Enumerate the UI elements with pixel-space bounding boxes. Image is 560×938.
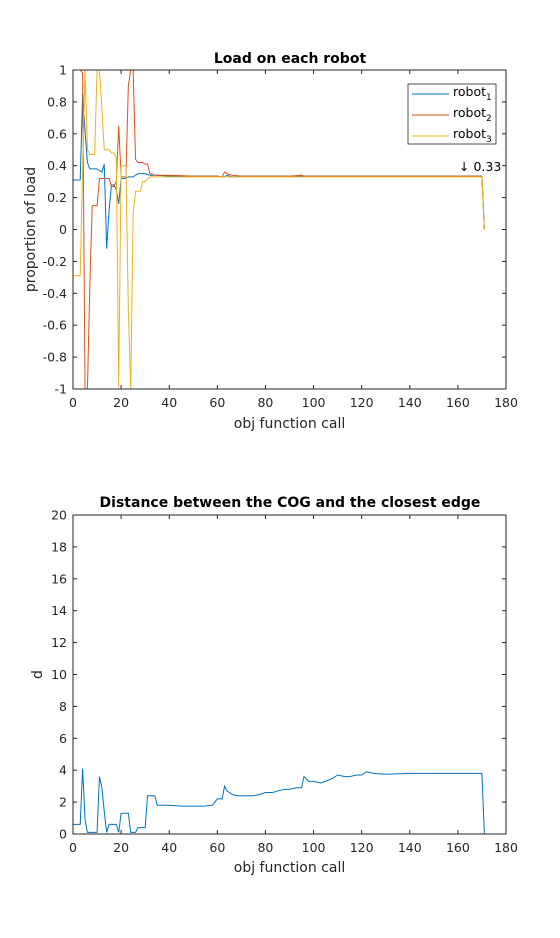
distance-chart-xlabel: obj function call (234, 860, 346, 876)
y-tick-label: 8 (59, 699, 67, 714)
x-tick-label: 0 (69, 840, 77, 855)
load-chart-ylabel: proportion of load (23, 167, 39, 292)
y-tick-label: -0.6 (43, 318, 67, 333)
x-tick-label: 20 (113, 840, 129, 855)
y-tick-label: 16 (51, 571, 67, 586)
x-tick-label: 80 (257, 840, 273, 855)
load-chart-title: Load on each robot (214, 51, 367, 67)
load-chart-xlabel: obj function call (234, 416, 346, 432)
legend-label-1: robot1 (453, 84, 492, 103)
x-tick-label: 120 (350, 395, 374, 410)
load-annotation: ↓ 0.33 (459, 159, 501, 174)
x-tick-label: 0 (69, 395, 77, 410)
y-tick-label: 14 (51, 603, 67, 618)
x-tick-label: 100 (302, 840, 326, 855)
y-tick-label: 1 (59, 63, 67, 78)
x-tick-label: 140 (398, 840, 422, 855)
y-tick-label: 2 (59, 795, 67, 810)
y-tick-label: 20 (51, 508, 67, 523)
series-line-1-2 (73, 70, 485, 389)
x-tick-label: 100 (302, 395, 326, 410)
distance-chart-ylabel: d (30, 670, 46, 679)
y-tick-label: -0.2 (43, 254, 67, 269)
series-line-2-1 (73, 768, 485, 834)
x-tick-label: 180 (494, 840, 518, 855)
x-tick-label: 120 (350, 840, 374, 855)
y-tick-label: 0 (59, 222, 67, 237)
y-tick-label: 0.2 (47, 190, 67, 205)
x-tick-label: 160 (446, 395, 470, 410)
x-tick-label: 40 (161, 840, 177, 855)
y-tick-label: 4 (59, 763, 67, 778)
distance-chart: Distance between the COG and the closest… (30, 495, 518, 876)
y-tick-label: -0.8 (43, 350, 67, 365)
y-tick-label: 0 (59, 827, 67, 842)
x-tick-label: 140 (398, 395, 422, 410)
x-tick-label: 60 (209, 840, 225, 855)
x-tick-label: 20 (113, 395, 129, 410)
series-line-1-3 (73, 70, 485, 389)
y-tick-label: -0.4 (43, 286, 67, 301)
x-tick-label: 60 (209, 395, 225, 410)
load-chart: Load on each robot 0 20 40 60 80 100 120 140 160… (23, 51, 518, 432)
distance-chart-axes-box (72, 514, 507, 835)
y-tick-label: 10 (51, 667, 67, 682)
x-tick-label: 40 (161, 395, 177, 410)
y-tick-label: 6 (59, 731, 67, 746)
x-tick-label: 160 (446, 840, 470, 855)
legend-label-3: robot3 (453, 126, 492, 145)
legend: robot1 robot2 robot3 (407, 83, 497, 145)
x-tick-label: 80 (257, 395, 273, 410)
y-tick-label: 0.8 (47, 94, 67, 109)
y-tick-label: 18 (51, 539, 67, 554)
y-tick-label: -1 (55, 382, 67, 397)
legend-label-2: robot2 (453, 105, 492, 124)
x-tick-label: 180 (494, 395, 518, 410)
distance-chart-title: Distance between the COG and the closest… (100, 495, 481, 511)
y-tick-label: 0.4 (47, 158, 67, 173)
y-tick-label: 0.6 (47, 126, 67, 141)
y-tick-label: 12 (51, 635, 67, 650)
